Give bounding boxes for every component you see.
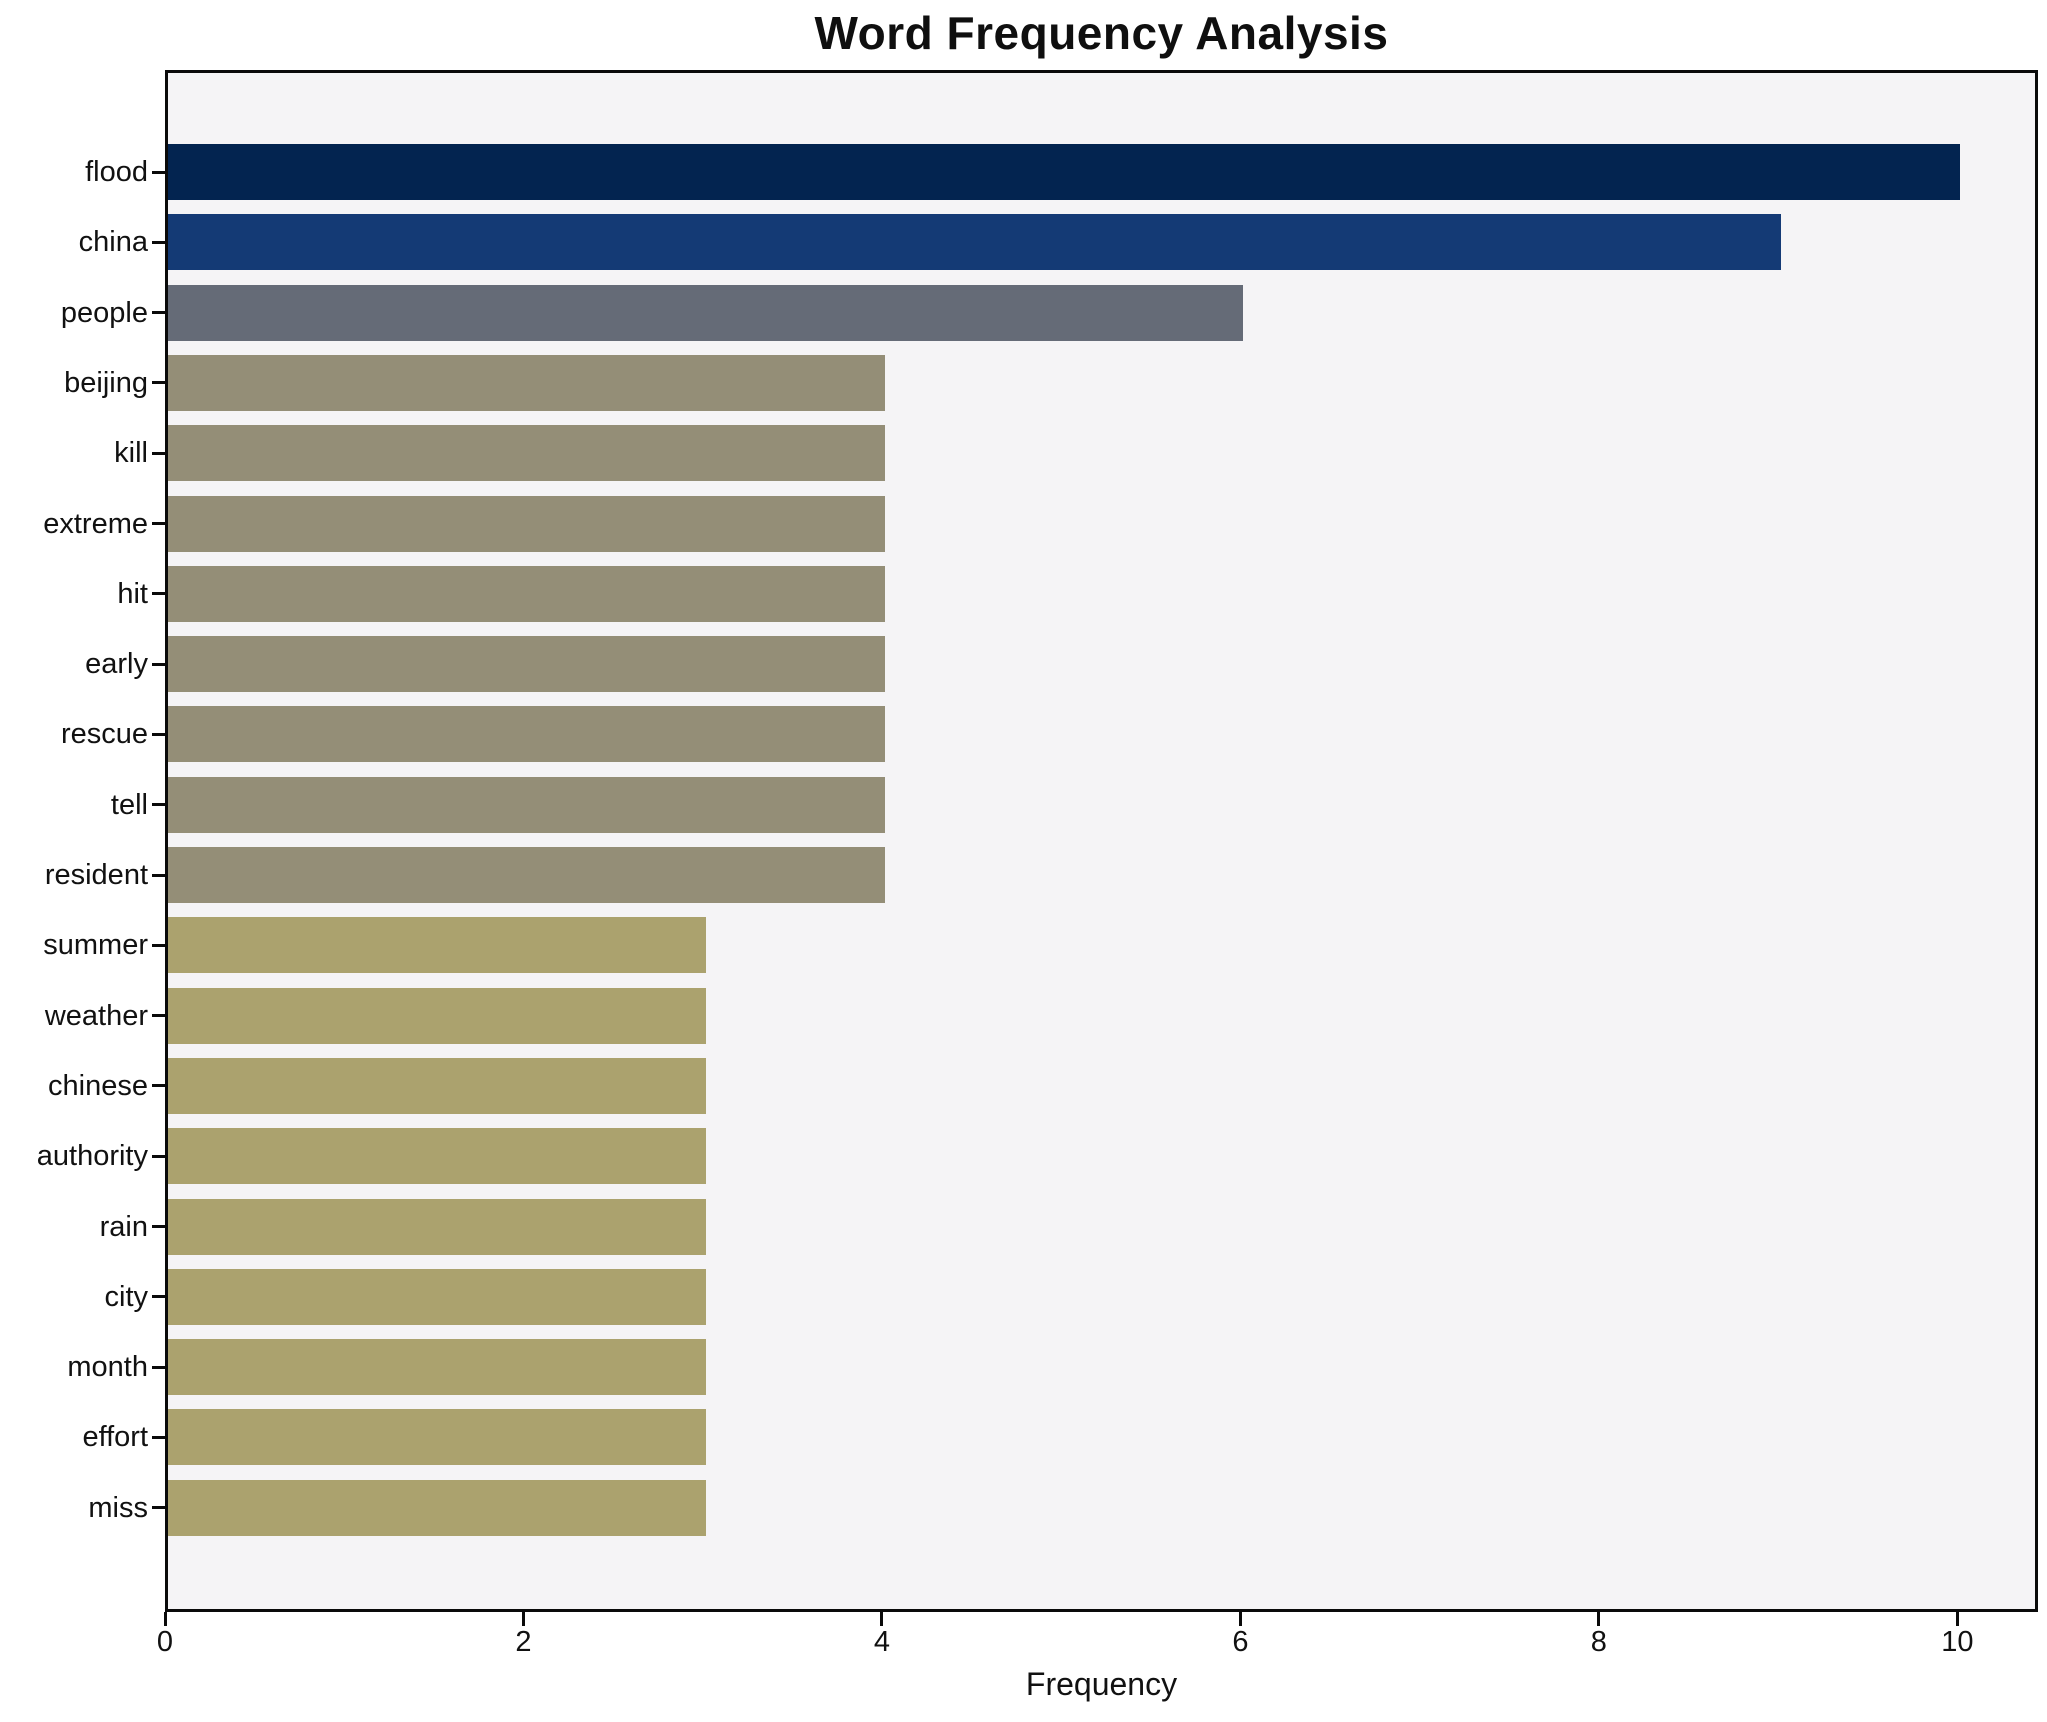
bar-authority: [168, 1128, 706, 1185]
bar-summer: [168, 917, 706, 974]
y-tick-mark: [152, 732, 165, 736]
y-tick-mark: [152, 592, 165, 596]
y-tick-label-city: city: [104, 1280, 149, 1313]
x-tick-label-8: 8: [1590, 1626, 1607, 1658]
bar-miss: [168, 1479, 706, 1536]
y-tick-mark: [152, 1084, 165, 1088]
bar-rescue: [168, 706, 885, 763]
bar-china: [168, 214, 1782, 271]
y-tick-label-hit: hit: [117, 577, 148, 610]
y-tick-mark: [152, 451, 165, 455]
y-tick-mark: [152, 1225, 165, 1228]
x-tick-mark: [880, 1612, 884, 1626]
bar-people: [168, 284, 1244, 341]
bar-chinese: [168, 1057, 706, 1114]
y-tick-label-rain: rain: [99, 1210, 148, 1243]
bar-hit: [168, 565, 885, 622]
bar-beijing: [168, 354, 885, 411]
y-tick-label-resident: resident: [44, 859, 148, 891]
y-tick-label-authority: authority: [36, 1140, 148, 1173]
y-tick-label-tell: tell: [110, 788, 148, 821]
y-tick-label-summer: summer: [43, 929, 148, 962]
bar-city: [168, 1268, 706, 1325]
y-tick-label-rescue: rescue: [60, 718, 148, 751]
y-tick-mark: [152, 381, 165, 385]
y-tick-label-beijing: beijing: [64, 366, 148, 399]
x-tick-label-10: 10: [1941, 1626, 1974, 1658]
x-tick-mark: [1597, 1612, 1601, 1626]
y-tick-mark: [152, 662, 165, 666]
bar-weather: [168, 987, 706, 1044]
y-tick-mark: [152, 1435, 165, 1439]
bar-rain: [168, 1198, 706, 1255]
y-tick-mark: [152, 943, 165, 947]
y-tick-label-month: month: [67, 1351, 148, 1384]
y-tick-label-chinese: chinese: [48, 1069, 148, 1102]
x-tick-label-4: 4: [873, 1626, 890, 1658]
y-tick-mark: [152, 1365, 165, 1369]
y-tick-mark: [152, 522, 165, 525]
bar-flood: [168, 144, 1961, 200]
chart-title: Word Frequency Analysis: [814, 7, 1389, 59]
y-tick-mark: [152, 1014, 165, 1018]
y-tick-label-kill: kill: [114, 437, 148, 470]
x-tick-mark: [163, 1612, 167, 1626]
y-tick-label-china: china: [78, 226, 148, 259]
bar-resident: [168, 847, 885, 903]
y-tick-label-miss: miss: [88, 1491, 148, 1524]
x-axis-label: Frequency: [1025, 1666, 1178, 1702]
bar-kill: [168, 425, 885, 482]
bar-effort: [168, 1409, 706, 1466]
y-tick-mark: [152, 803, 165, 807]
bar-month: [168, 1339, 706, 1396]
x-tick-mark: [521, 1612, 525, 1626]
y-tick-mark: [152, 873, 165, 877]
y-tick-mark: [152, 1295, 165, 1299]
y-tick-label-effort: effort: [82, 1421, 148, 1454]
x-tick-mark: [1955, 1612, 1959, 1626]
y-tick-mark: [152, 1506, 165, 1510]
bar-extreme: [168, 495, 885, 552]
y-tick-label-early: early: [85, 648, 148, 681]
y-tick-mark: [152, 311, 165, 315]
bar-early: [168, 636, 885, 693]
y-tick-label-weather: weather: [44, 999, 148, 1032]
y-tick-mark: [152, 170, 165, 174]
x-tick-label-6: 6: [1232, 1626, 1249, 1658]
x-tick-label-0: 0: [156, 1626, 174, 1658]
plot-area: [165, 70, 2038, 1612]
y-tick-mark: [152, 1154, 165, 1158]
y-tick-label-flood: flood: [85, 156, 148, 188]
y-tick-label-people: people: [60, 296, 148, 329]
x-tick-label-2: 2: [515, 1626, 532, 1658]
x-tick-mark: [1238, 1612, 1242, 1626]
y-tick-label-extreme: extreme: [43, 507, 148, 540]
bar-tell: [168, 776, 885, 833]
y-tick-mark: [152, 240, 165, 244]
